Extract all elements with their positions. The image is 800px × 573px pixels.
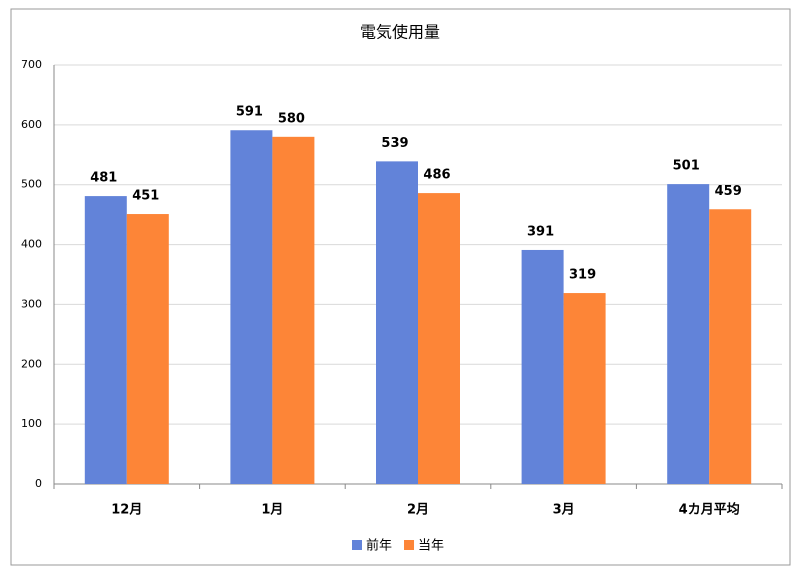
y-tick-label: 300 [21, 297, 42, 310]
value-label: 319 [569, 268, 596, 283]
value-label: 486 [423, 168, 450, 183]
x-tick-label: 12月 [111, 503, 142, 518]
y-tick-label: 100 [21, 417, 42, 430]
y-tick-label: 400 [21, 238, 42, 251]
legend-swatch [352, 540, 362, 550]
bar [709, 209, 752, 484]
legend-swatch [404, 540, 415, 550]
x-tick-label: 2月 [407, 503, 429, 518]
bar [667, 184, 710, 484]
value-label: 391 [527, 224, 554, 239]
value-label: 451 [132, 189, 159, 204]
value-label: 539 [381, 136, 408, 151]
bar [376, 161, 418, 484]
value-label: 459 [715, 184, 742, 199]
legend-label: 前年 [366, 538, 392, 554]
x-tick-label: 3月 [553, 503, 575, 518]
value-label: 580 [278, 111, 305, 126]
y-tick-label: 0 [35, 477, 42, 490]
chart-title: 電気使用量 [360, 23, 440, 42]
y-tick-label: 200 [21, 357, 42, 370]
y-tick-label: 500 [21, 178, 42, 191]
bar [521, 249, 564, 484]
legend-label: 当年 [418, 539, 444, 554]
bar [418, 193, 460, 484]
bar [84, 196, 127, 484]
bar [272, 136, 315, 485]
value-label: 591 [236, 105, 263, 120]
value-label: 481 [90, 171, 117, 186]
x-tick-label: 4カ月平均 [679, 502, 740, 518]
bar [230, 130, 273, 484]
bar [563, 293, 606, 484]
value-label: 501 [673, 159, 700, 174]
x-tick-label: 1月 [261, 503, 283, 518]
y-tick-label: 700 [21, 58, 42, 71]
bar [126, 214, 169, 484]
y-tick-label: 600 [21, 118, 42, 131]
